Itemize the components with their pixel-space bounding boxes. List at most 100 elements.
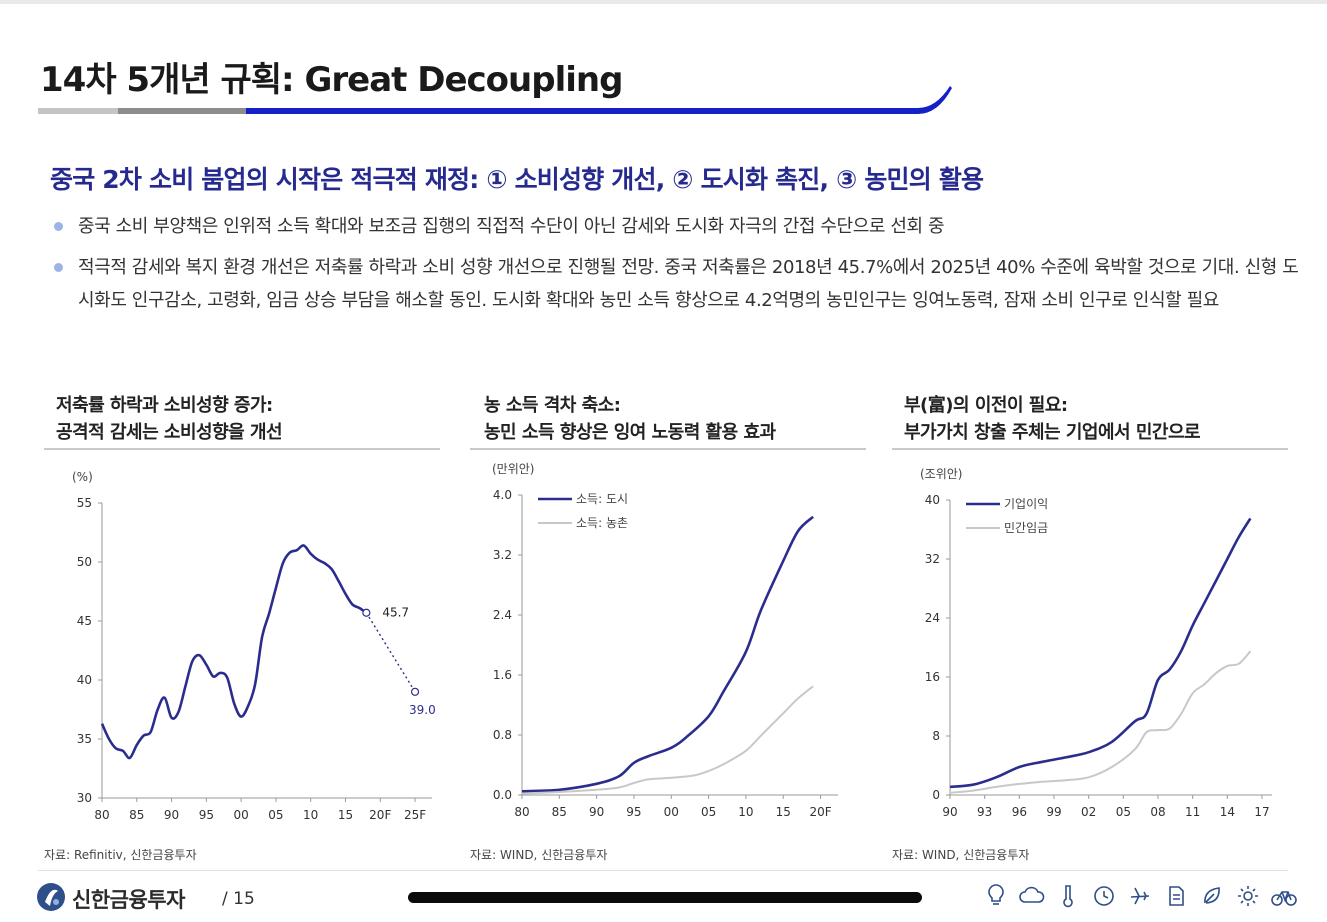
x-tick-label: 11 bbox=[1185, 805, 1200, 819]
x-tick-label: 05 bbox=[268, 808, 283, 822]
x-tick-label: 80 bbox=[94, 808, 109, 822]
y-tick-label: 0.8 bbox=[493, 728, 512, 742]
legend-label: 소득: 도시 bbox=[576, 492, 628, 506]
chart3-heading: 부(富)의 이전이 필요: 부가가치 창출 주체는 기업에서 민간으로 bbox=[904, 392, 1201, 446]
annotation-label: 39.0 bbox=[409, 703, 436, 717]
document-icon bbox=[1162, 882, 1190, 910]
bullet-text: 중국 소비 부양책은 인위적 소득 확대와 보조금 집행의 직접적 수단이 아닌… bbox=[78, 216, 945, 237]
x-tick-label: 95 bbox=[626, 805, 641, 819]
series-line-1 bbox=[100, 544, 368, 760]
y-tick-label: 0 bbox=[932, 788, 940, 802]
y-tick-label: 32 bbox=[925, 552, 940, 566]
y-tick-label: 35 bbox=[77, 732, 92, 746]
thermometer-icon bbox=[1054, 882, 1082, 910]
legend-label: 소득: 농촌 bbox=[576, 516, 628, 530]
series-line-1 bbox=[521, 515, 814, 793]
axis-unit-label: (만위안) bbox=[492, 462, 534, 476]
y-tick-label: 4.0 bbox=[493, 488, 512, 502]
chart3-divider bbox=[892, 448, 1288, 450]
x-tick-label: 85 bbox=[552, 805, 567, 819]
x-tick-label: 95 bbox=[199, 808, 214, 822]
y-tick-label: 3.2 bbox=[493, 548, 512, 562]
bullet-dot-icon bbox=[54, 263, 63, 272]
bullet-item: 중국 소비 부양책은 인위적 소득 확대와 보조금 집행의 직접적 수단이 아닌… bbox=[52, 210, 1302, 243]
y-tick-label: 45 bbox=[77, 614, 92, 628]
gear-icon bbox=[1234, 882, 1262, 910]
x-tick-label: 17 bbox=[1254, 805, 1269, 819]
wealth-transfer-chart: (조위안) 40 32 24 16 8 090 93 96 99 02 05 08 11 14 17 기업이익민… bbox=[920, 467, 1272, 819]
x-tick-label: 10 bbox=[738, 805, 753, 819]
bulb-icon bbox=[982, 882, 1010, 910]
x-tick-label: 05 bbox=[701, 805, 716, 819]
x-tick-label: 96 bbox=[1012, 805, 1027, 819]
y-tick-label: 1.6 bbox=[493, 668, 512, 682]
page-number: / 15 bbox=[222, 889, 255, 909]
footer-icon-row bbox=[982, 882, 1298, 910]
company-logo-icon bbox=[37, 883, 65, 911]
footer-divider bbox=[38, 870, 1288, 871]
chart1-divider bbox=[44, 448, 440, 450]
chart2-heading-line1: 농 소득 격차 축소: bbox=[484, 395, 621, 416]
y-tick-label: 40 bbox=[77, 673, 92, 687]
home-indicator-bar[interactable] bbox=[408, 892, 922, 903]
x-tick-label: 20F bbox=[369, 808, 391, 822]
axis-unit-label: (%) bbox=[72, 470, 93, 484]
chart2-divider bbox=[470, 448, 866, 450]
chart1-heading-line2: 공격적 감세는 소비성향을 개선 bbox=[56, 422, 283, 443]
income-gap-chart: (만위안) 4.0 3.2 2.4 1.6 0.8 0.080 85 90 95 00 05 10 15 2… bbox=[492, 462, 838, 819]
x-tick-label: 02 bbox=[1081, 805, 1096, 819]
y-tick-label: 40 bbox=[925, 493, 940, 507]
x-tick-label: 00 bbox=[664, 805, 679, 819]
y-tick-label: 55 bbox=[77, 496, 92, 510]
annotation-label: 45.7 bbox=[382, 606, 409, 620]
series-line-2 bbox=[521, 685, 814, 795]
y-tick-label: 24 bbox=[925, 611, 940, 625]
x-tick-label: 85 bbox=[129, 808, 144, 822]
x-tick-label: 05 bbox=[1116, 805, 1131, 819]
y-tick-label: 0.0 bbox=[493, 788, 512, 802]
series-line-1 bbox=[949, 517, 1252, 789]
section-subtitle: 중국 2차 소비 붐업의 시작은 적극적 재정: ① 소비성향 개선, ② 도시… bbox=[50, 165, 984, 194]
top-frame-line bbox=[0, 0, 1327, 4]
chart1-source: 자료: Refinitiv, 신한금융투자 bbox=[44, 848, 197, 862]
y-tick-label: 8 bbox=[932, 729, 940, 743]
bullet-dot-icon bbox=[54, 222, 63, 231]
title-underline bbox=[38, 86, 952, 114]
x-tick-label: 25F bbox=[404, 808, 426, 822]
y-tick-label: 30 bbox=[77, 791, 92, 805]
x-tick-label: 90 bbox=[164, 808, 179, 822]
x-tick-label: 15 bbox=[776, 805, 791, 819]
series-line-2 bbox=[949, 650, 1252, 794]
x-tick-label: 08 bbox=[1150, 805, 1165, 819]
x-tick-label: 20F bbox=[809, 805, 831, 819]
legend-label: 기업이익 bbox=[1004, 497, 1048, 511]
chart1-heading-line1: 저축률 하락과 소비성향 증가: bbox=[56, 395, 273, 416]
annotation-marker bbox=[362, 608, 371, 617]
x-tick-label: 90 bbox=[589, 805, 604, 819]
x-tick-label: 10 bbox=[303, 808, 318, 822]
chart2-source: 자료: WIND, 신한금융투자 bbox=[470, 848, 608, 862]
x-tick-label: 93 bbox=[977, 805, 992, 819]
y-tick-label: 50 bbox=[77, 555, 92, 569]
forecast-dotted-line bbox=[365, 612, 416, 693]
chart2-heading-line2: 농민 소득 향상은 잉여 노동력 활용 효과 bbox=[484, 422, 776, 443]
x-tick-label: 90 bbox=[942, 805, 957, 819]
chart3-source: 자료: WIND, 신한금융투자 bbox=[892, 848, 1030, 862]
brand-name: 신한금융투자 bbox=[72, 888, 185, 912]
y-tick-label: 16 bbox=[925, 670, 940, 684]
y-tick-label: 2.4 bbox=[493, 608, 512, 622]
leaf-icon bbox=[1198, 882, 1226, 910]
bullet-text: 적극적 감세와 복지 환경 개선은 저축률 하락과 소비 성향 개선으로 진행될… bbox=[78, 257, 1299, 311]
page-title: 14차 5개년 규획: Great Decoupling bbox=[40, 60, 623, 100]
clock-icon bbox=[1090, 882, 1118, 910]
airplane-icon bbox=[1126, 882, 1154, 910]
x-tick-label: 80 bbox=[514, 805, 529, 819]
cloud-icon bbox=[1018, 882, 1046, 910]
x-tick-label: 00 bbox=[233, 808, 248, 822]
x-tick-label: 15 bbox=[338, 808, 353, 822]
bicycle-icon bbox=[1270, 882, 1298, 910]
bullet-list: 중국 소비 부양책은 인위적 소득 확대와 보조금 집행의 직접적 수단이 아닌… bbox=[52, 210, 1302, 325]
x-tick-label: 14 bbox=[1220, 805, 1235, 819]
bullet-item: 적극적 감세와 복지 환경 개선은 저축률 하락과 소비 성향 개선으로 진행될… bbox=[52, 251, 1302, 317]
